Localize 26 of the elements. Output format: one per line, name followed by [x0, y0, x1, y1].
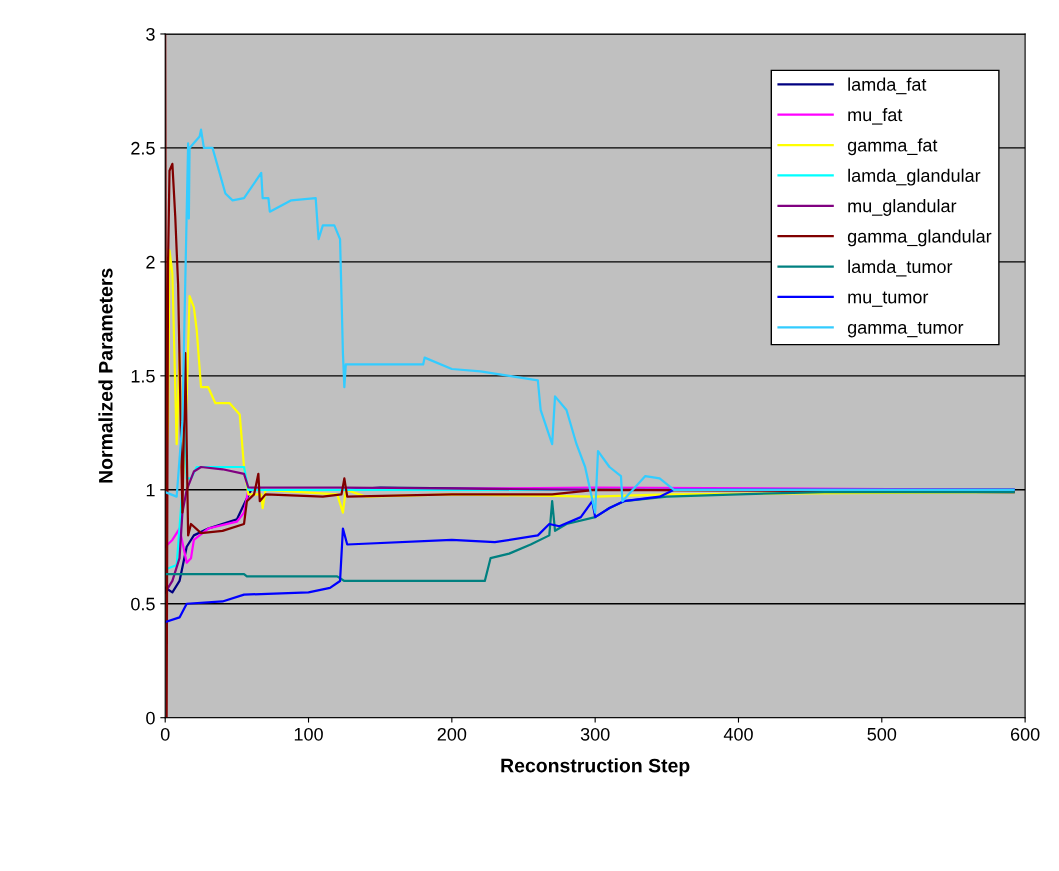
x-tick-label: 600 [1010, 727, 1040, 741]
legend-label: mu_fat [848, 107, 903, 125]
y-axis-title: Normalized Parameters [98, 268, 113, 483]
line-series [165, 128, 1015, 514]
x-tick-label: 200 [437, 727, 467, 741]
legend-label: mu_glandular [848, 199, 957, 216]
x-tick-label: 500 [867, 727, 897, 741]
x-tick-label: 100 [294, 727, 323, 741]
legend-label: lamda_fat [848, 77, 927, 95]
legend-label: mu_tumor [848, 291, 929, 307]
legend-label: lamda_glandular [848, 168, 981, 186]
legend-label: gamma_glandular [847, 229, 992, 247]
y-tick-label: 1.5 [131, 369, 155, 383]
x-axis-title: Reconstruction Step [501, 758, 690, 777]
y-tick-label: 1 [146, 483, 155, 497]
x-tick-label: 300 [580, 727, 610, 741]
x-tick-label: 0 [160, 727, 170, 741]
x-tick-label: 400 [723, 727, 753, 741]
legend-label: lamda_tumor [848, 259, 953, 277]
y-tick-label: 2.5 [131, 141, 155, 155]
y-tick-label: 0.5 [131, 597, 155, 611]
legend-label: gamma_tumor [847, 321, 964, 338]
y-tick-label: 0 [146, 711, 155, 725]
legend-label: gamma_fat [847, 138, 938, 156]
y-tick-label: 3 [146, 27, 155, 41]
y-tick-label: 2 [146, 255, 155, 269]
